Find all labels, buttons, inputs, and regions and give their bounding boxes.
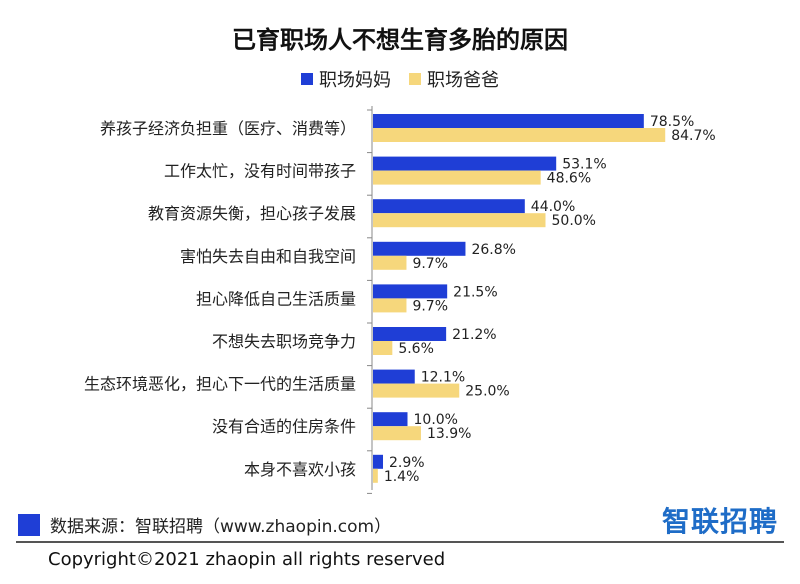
category-label: 害怕失去自由和自我空间 bbox=[180, 247, 356, 266]
value-label-mom: 44.0% bbox=[531, 199, 575, 215]
legend-swatch-mom bbox=[301, 73, 313, 85]
bar-dad bbox=[373, 128, 666, 142]
bar-mom bbox=[373, 241, 466, 256]
bar-dad bbox=[373, 170, 541, 185]
category-label: 不想失去职场竞争力 bbox=[212, 332, 356, 351]
bar-dad bbox=[373, 468, 378, 483]
value-label-dad: 13.9% bbox=[427, 426, 471, 442]
value-label-dad: 5.6% bbox=[398, 341, 434, 357]
bar-mom bbox=[373, 454, 384, 469]
value-label-dad: 25.0% bbox=[465, 384, 509, 400]
category-label: 生态环境恶化，担心下一代的生活质量 bbox=[84, 375, 356, 394]
value-label-mom: 78.5% bbox=[650, 114, 694, 130]
category-label: 养孩子经济负担重（医疗、消费等） bbox=[100, 119, 356, 138]
legend-swatch-dad bbox=[409, 73, 421, 85]
value-label-mom: 26.8% bbox=[471, 242, 515, 258]
value-label-dad: 48.6% bbox=[547, 171, 591, 187]
bar-mom bbox=[373, 114, 644, 128]
value-label-dad: 50.0% bbox=[552, 213, 596, 229]
chart-title: 已育职场人不想生育多胎的原因 bbox=[232, 26, 568, 54]
source-marker bbox=[18, 513, 40, 536]
data-source: 数据来源：智联招聘（www.zhaopin.com） bbox=[18, 512, 391, 537]
category-label: 工作太忙，没有时间带孩子 bbox=[164, 162, 356, 181]
value-label-dad: 1.4% bbox=[384, 469, 420, 485]
value-label-dad: 9.7% bbox=[412, 298, 448, 314]
category-label: 没有合适的住房条件 bbox=[212, 417, 356, 436]
legend: 职场妈妈 职场爸爸 bbox=[0, 66, 800, 92]
bar-dad bbox=[373, 341, 393, 355]
legend-item-mom: 职场妈妈 bbox=[301, 66, 391, 92]
bar-mom bbox=[373, 199, 525, 214]
zhaopin-logo: 智联招聘 bbox=[661, 505, 778, 538]
value-label-mom: 53.1% bbox=[562, 157, 606, 173]
bar-mom bbox=[373, 284, 448, 299]
legend-label-mom: 职场妈妈 bbox=[319, 70, 391, 91]
bar-mom bbox=[373, 412, 408, 427]
category-label: 本身不喜欢小孩 bbox=[244, 460, 356, 479]
bar-mom bbox=[373, 327, 447, 341]
bar-mom bbox=[373, 156, 557, 171]
bar-dad bbox=[373, 383, 460, 398]
value-label-mom: 12.1% bbox=[421, 370, 465, 386]
value-label-mom: 21.2% bbox=[452, 327, 496, 343]
bar-dad bbox=[373, 255, 407, 270]
value-label-mom: 21.5% bbox=[453, 284, 497, 300]
bar-dad bbox=[373, 426, 421, 441]
legend-label-dad: 职场爸爸 bbox=[427, 70, 499, 91]
value-label-mom: 2.9% bbox=[389, 455, 425, 471]
footer-divider bbox=[16, 541, 784, 543]
value-label-dad: 84.7% bbox=[671, 128, 715, 144]
bar-chart: 养孩子经济负担重（医疗、消费等） 78.5%84.7% 工作太忙，没有时间带孩子 53… bbox=[84, 106, 716, 494]
copyright-text: Copyright©2021 zhaopin all rights reserv… bbox=[48, 549, 446, 570]
bar-dad bbox=[373, 298, 407, 313]
legend-item-dad: 职场爸爸 bbox=[409, 66, 499, 92]
source-text: 数据来源：智联招聘（www.zhaopin.com） bbox=[50, 517, 392, 537]
value-label-dad: 9.7% bbox=[412, 256, 448, 272]
category-label: 教育资源失衡，担心孩子发展 bbox=[148, 204, 356, 223]
category-label: 担心降低自己生活质量 bbox=[196, 289, 356, 308]
bar-mom bbox=[373, 369, 415, 384]
value-label-mom: 10.0% bbox=[414, 412, 458, 428]
bar-dad bbox=[373, 213, 546, 228]
